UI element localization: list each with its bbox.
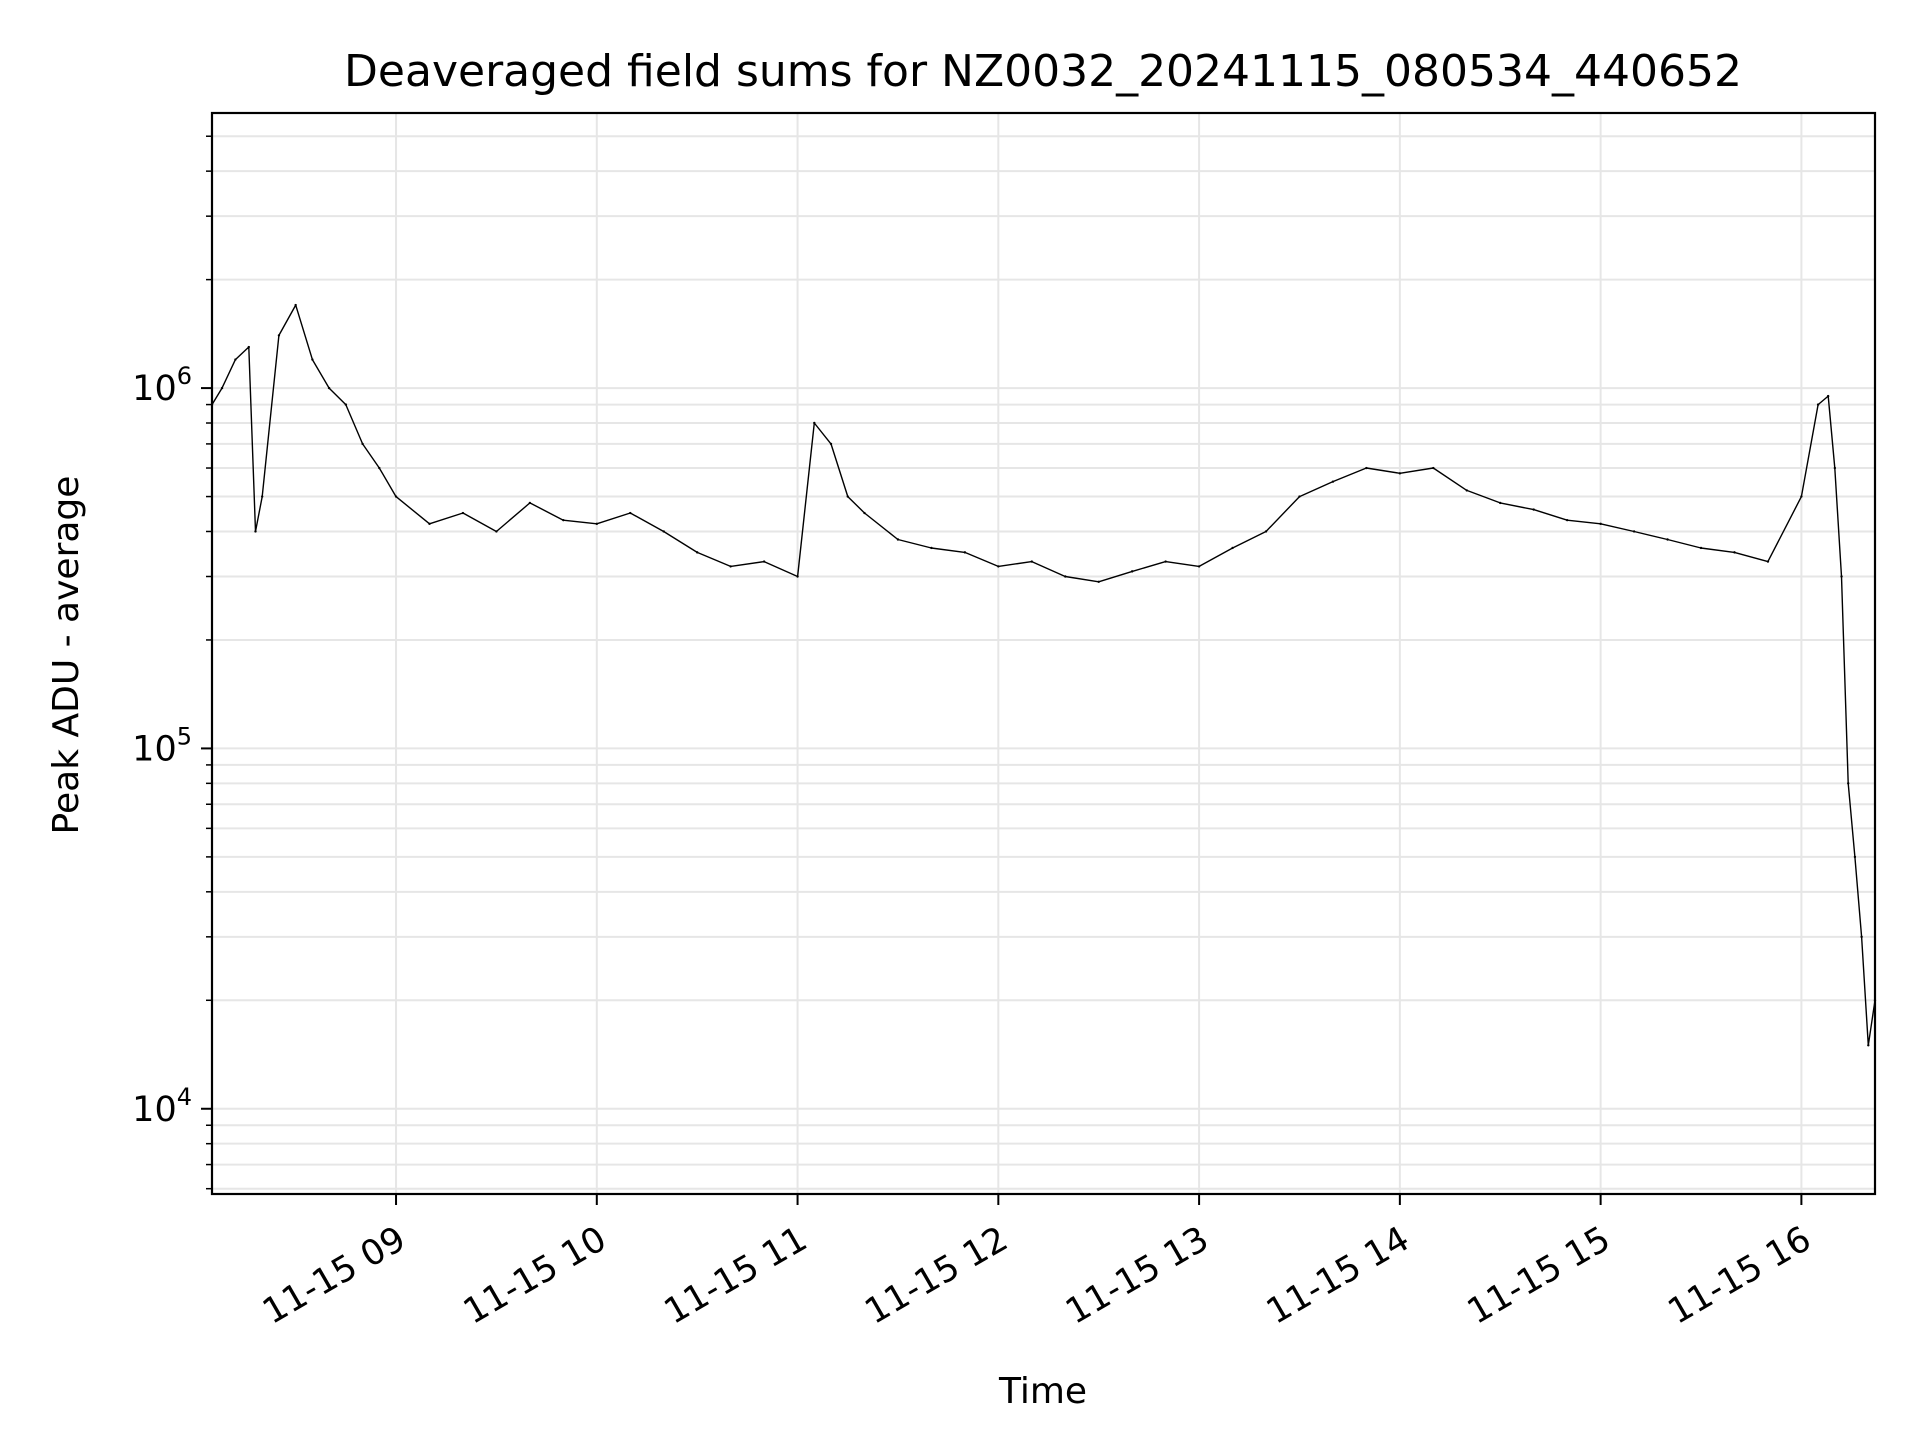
data-point xyxy=(378,466,381,470)
data-point xyxy=(963,551,967,554)
data-point xyxy=(813,421,816,425)
data-point xyxy=(1532,508,1535,511)
data-point xyxy=(1064,575,1067,578)
data-point xyxy=(1666,538,1669,541)
data-point xyxy=(863,511,866,515)
data-point xyxy=(1733,551,1736,554)
data-point xyxy=(629,511,632,515)
data-point xyxy=(1197,565,1201,568)
data-point xyxy=(260,495,264,498)
data-point xyxy=(1867,1044,1870,1047)
data-point xyxy=(1264,530,1268,533)
data-point xyxy=(1853,855,1857,859)
data-point xyxy=(1766,560,1770,563)
data-point xyxy=(829,442,833,446)
plot-frame xyxy=(210,111,1877,1196)
data-point xyxy=(247,345,251,349)
data-point xyxy=(361,442,364,446)
data-point xyxy=(846,495,849,498)
y-axis: 104 105 106 xyxy=(132,135,212,1190)
data-point xyxy=(997,565,1000,568)
data-point xyxy=(1030,560,1033,563)
data-point xyxy=(662,530,665,533)
data-point xyxy=(1599,522,1602,526)
data-point xyxy=(1816,403,1820,406)
data-point xyxy=(254,530,257,533)
x-axis-label: Time xyxy=(998,1371,1087,1412)
data-point xyxy=(495,530,498,533)
data-point xyxy=(1800,495,1803,498)
data-point xyxy=(896,538,900,541)
data-point xyxy=(294,303,297,307)
data-point xyxy=(1632,530,1636,533)
data-point xyxy=(394,495,398,498)
data-point xyxy=(1097,580,1100,584)
data-point xyxy=(695,551,699,554)
data-point xyxy=(1499,501,1502,505)
data-point xyxy=(1840,575,1843,578)
chart-title: Deaveraged field sums for NZ0032_2024111… xyxy=(344,46,1742,97)
data-point xyxy=(344,403,348,406)
data-point xyxy=(428,522,431,526)
y-tick-label: 104 xyxy=(132,1083,192,1130)
data-point xyxy=(1432,466,1435,470)
data-point xyxy=(1465,489,1468,492)
data-point xyxy=(562,518,565,522)
series-layer xyxy=(210,303,1877,1047)
data-point xyxy=(1847,782,1850,785)
data-point xyxy=(1130,570,1134,573)
data-point xyxy=(234,358,237,361)
data-point xyxy=(1699,546,1703,550)
data-point xyxy=(1365,466,1368,470)
data-point xyxy=(1565,518,1569,522)
data-point xyxy=(1231,546,1234,550)
y-tick-label: 106 xyxy=(132,362,192,409)
data-point xyxy=(595,522,598,526)
grid-layer xyxy=(212,113,1875,1194)
data-point xyxy=(277,334,281,337)
data-point xyxy=(1833,466,1837,470)
data-point xyxy=(1398,472,1402,475)
data-point xyxy=(762,560,766,563)
data-point xyxy=(930,546,933,550)
data-point xyxy=(1164,560,1167,563)
data-point xyxy=(220,386,224,390)
y-axis-label: Peak ADU - average xyxy=(46,476,87,835)
data-point xyxy=(528,501,532,505)
data-point xyxy=(796,575,799,578)
data-point xyxy=(1298,495,1301,498)
data-point xyxy=(461,511,465,515)
data-point xyxy=(1826,394,1830,398)
data-point xyxy=(1860,935,1863,939)
data-point xyxy=(729,565,732,568)
data-point xyxy=(1331,480,1335,483)
y-tick-label: 105 xyxy=(132,722,192,769)
data-point xyxy=(327,386,331,390)
data-point xyxy=(311,358,314,361)
